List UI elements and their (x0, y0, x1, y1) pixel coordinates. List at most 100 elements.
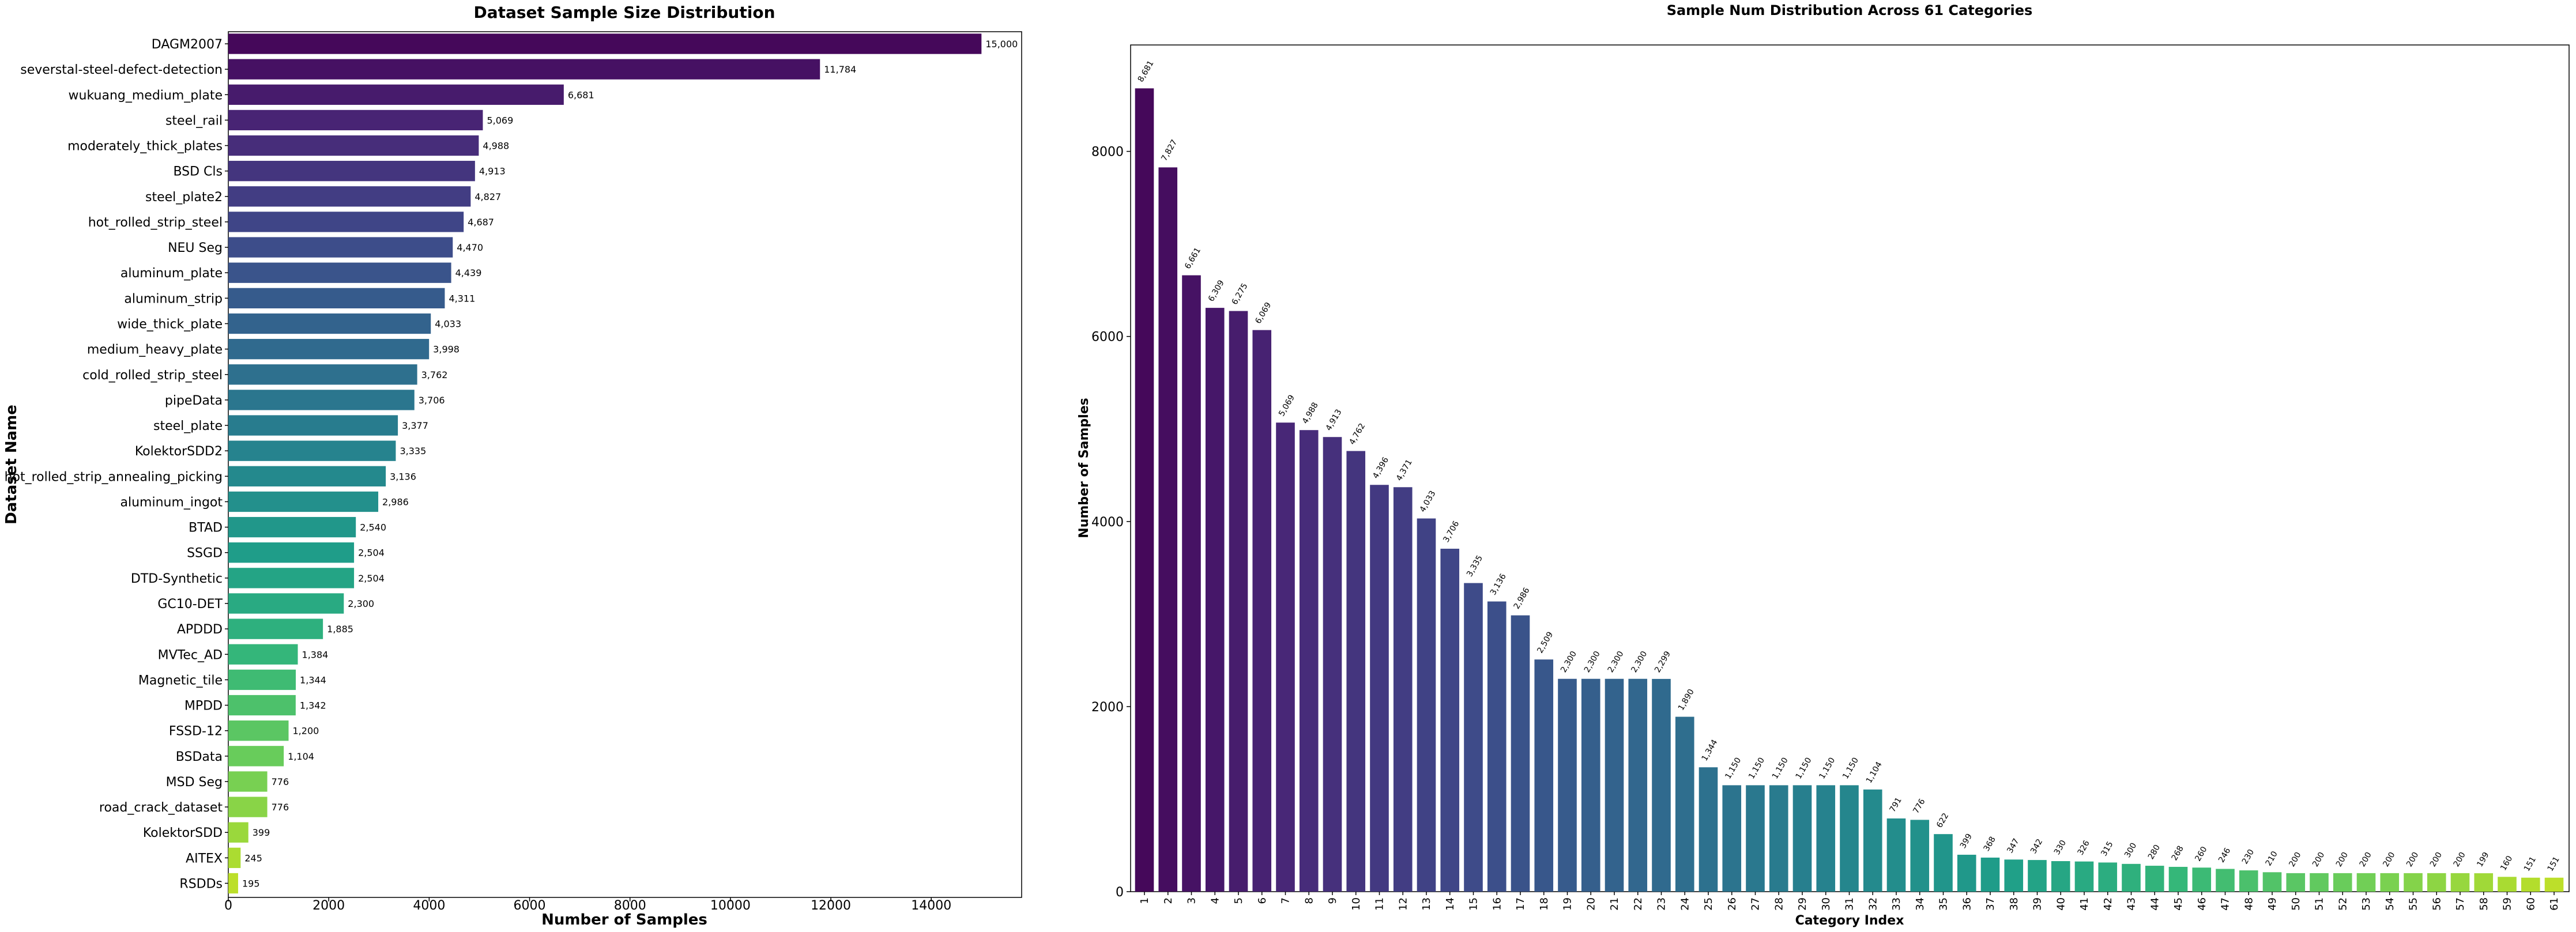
left-bar (228, 84, 564, 105)
right-x-tick-label: 44 (2149, 897, 2161, 911)
right-x-tick-label: 59 (2502, 897, 2514, 911)
left-y-tick-label: aluminum_strip (124, 292, 223, 306)
left-x-tick-label: 10000 (710, 899, 751, 913)
left-plot-frame (228, 31, 1022, 898)
left-bar (228, 313, 431, 334)
left-chart-title: Dataset Sample Size Distribution (473, 3, 775, 22)
left-y-tick-label: BSD Cls (173, 165, 223, 179)
right-bar-value-label: 200 (2287, 851, 2303, 869)
right-bar (1229, 311, 1248, 892)
right-x-tick-label: 45 (2172, 897, 2185, 911)
left-bar (228, 644, 298, 665)
right-x-tick-label: 42 (2102, 897, 2114, 911)
left-bar (228, 212, 464, 232)
right-bar (2310, 873, 2329, 892)
right-bar (2333, 873, 2352, 892)
right-bar-value-label: 622 (1935, 812, 1950, 829)
right-bar (1370, 485, 1389, 892)
left-bar (228, 847, 241, 869)
left-bar (228, 695, 296, 716)
right-bar-value-label: 2,986 (1512, 586, 1532, 611)
left-y-tick-label: aluminum_ingot (120, 495, 223, 510)
left-y-tick-label: road_crack_dataset (99, 801, 223, 815)
right-x-tick-label: 37 (1984, 897, 1997, 911)
left-y-tick-label: aluminum_plate (120, 266, 223, 281)
left-y-tick-label: DAGM2007 (152, 37, 223, 52)
right-bar-value-label: 160 (2499, 854, 2514, 872)
left-bar-value-label: 776 (272, 802, 289, 813)
right-bar (2122, 863, 2141, 892)
right-bar (1417, 518, 1436, 892)
left-y-tick-label: moderately_thick_plates (67, 139, 223, 154)
right-bar-value-label: 200 (2311, 851, 2326, 869)
left-bar-value-label: 4,033 (435, 319, 461, 330)
right-bar (2239, 870, 2258, 892)
right-x-axis-label: Category Index (1795, 914, 1904, 928)
right-bar (2474, 873, 2494, 892)
right-bar (2450, 873, 2470, 892)
right-x-tick-label: 30 (1820, 897, 1832, 911)
left-bar (228, 720, 289, 741)
right-x-tick-label: 38 (2008, 897, 2020, 911)
right-bar-value-label: 1,890 (1677, 688, 1696, 712)
right-x-tick-label: 8 (1303, 897, 1315, 904)
left-y-tick-label: MPDD (184, 699, 223, 714)
left-bar (228, 338, 430, 360)
left-y-tick-label: BTAD (189, 521, 223, 535)
left-bar-value-label: 2,300 (348, 598, 374, 609)
right-bar (1840, 785, 1859, 892)
right-bar (2004, 859, 2024, 892)
right-bar-value-label: 1,150 (1841, 756, 1861, 781)
right-bar-value-label: 4,033 (1418, 489, 1438, 514)
right-bar-value-label: 200 (2381, 851, 2397, 869)
right-y-tick-label: 4000 (1091, 515, 1124, 530)
right-bar (2521, 877, 2540, 892)
left-bar-value-label: 3,762 (421, 369, 448, 380)
right-x-tick-label: 46 (2196, 897, 2208, 911)
right-bar (1628, 678, 1648, 892)
right-x-tick-label: 21 (1609, 897, 1621, 911)
left-bar-value-label: 2,540 (360, 522, 386, 533)
right-bar-value-label: 1,150 (1794, 756, 1814, 781)
left-bar-value-label: 11,784 (824, 64, 856, 75)
right-bar (2168, 866, 2188, 892)
left-bar-value-label: 1,342 (300, 700, 326, 711)
right-x-tick-label: 33 (1890, 897, 1903, 911)
right-bar (2498, 877, 2517, 892)
right-x-tick-label: 56 (2431, 897, 2443, 911)
left-bar (228, 440, 396, 461)
right-bar-value-label: 151 (2546, 855, 2562, 873)
right-x-tick-label: 47 (2220, 897, 2232, 911)
left-x-tick-label: 8000 (614, 899, 646, 913)
right-bar (1276, 422, 1295, 892)
right-bar-value-label: 200 (2334, 851, 2350, 869)
right-bar (1346, 451, 1366, 892)
right-y-ticks: 0 2000 4000 6000 8000 (1091, 145, 1131, 900)
right-x-tick-label: 25 (1703, 897, 1715, 911)
right-x-tick-label: 27 (1750, 897, 1762, 911)
left-y-tick-label: hot_rolled_strip_steel (88, 216, 223, 230)
right-bar-value-label: 6,309 (1207, 278, 1226, 303)
right-x-tick-label: 61 (2548, 897, 2560, 911)
right-bar (1323, 437, 1342, 892)
right-bar (1605, 678, 1624, 892)
right-y-tick-label: 6000 (1091, 330, 1124, 345)
left-y-tick-label: cold_rolled_strip_steel (82, 368, 223, 383)
left-bar-value-label: 4,470 (457, 242, 483, 253)
right-bar-value-label: 791 (1888, 796, 1904, 814)
left-bar-value-label: 6,681 (568, 89, 594, 100)
left-bar-value-label: 4,439 (455, 267, 482, 278)
left-bar (228, 873, 238, 894)
right-bar (1511, 615, 1530, 892)
left-y-tick-label: MVTec_AD (158, 648, 223, 662)
right-bar (1722, 785, 1742, 892)
right-bar (1487, 601, 1507, 892)
left-bar-value-label: 3,377 (402, 420, 428, 431)
right-x-tick-label: 19 (1562, 897, 1574, 911)
left-y-tick-label: GC10-DET (157, 597, 223, 612)
right-bar-value-label: 2,300 (1583, 650, 1602, 674)
right-bar (1182, 275, 1201, 892)
right-bar-value-label: 326 (2076, 839, 2092, 856)
right-x-tick-label: 41 (2078, 897, 2091, 911)
